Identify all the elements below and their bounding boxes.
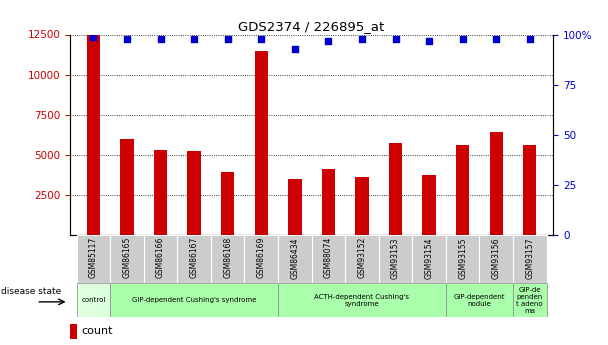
Bar <box>423 175 436 235</box>
Bar <box>489 132 503 235</box>
Point <box>391 36 401 41</box>
Bar <box>523 145 536 235</box>
Bar <box>143 235 178 283</box>
Point <box>268 242 278 248</box>
Bar <box>120 139 134 235</box>
Bar <box>355 177 368 235</box>
Point <box>290 46 300 51</box>
Text: count: count <box>81 326 113 336</box>
Bar <box>211 235 244 283</box>
Point <box>458 36 468 41</box>
Bar <box>70 324 77 339</box>
Bar <box>389 144 402 235</box>
Bar <box>379 235 412 283</box>
Point <box>156 36 165 41</box>
Bar <box>187 151 201 235</box>
Bar <box>446 283 513 317</box>
Text: control: control <box>81 297 106 303</box>
Text: GSM86167: GSM86167 <box>190 237 199 278</box>
Text: disease state: disease state <box>1 287 61 296</box>
Text: GIP-de
penden
t adeno
ma: GIP-de penden t adeno ma <box>516 287 543 314</box>
Point <box>323 38 333 43</box>
Bar <box>77 283 110 317</box>
Bar <box>110 283 278 317</box>
Point <box>257 36 266 41</box>
Bar <box>278 283 446 317</box>
Text: GSM85117: GSM85117 <box>89 237 98 278</box>
Bar <box>513 283 547 317</box>
Text: GIP-dependent Cushing's syndrome: GIP-dependent Cushing's syndrome <box>132 297 257 303</box>
Text: GIP-dependent
nodule: GIP-dependent nodule <box>454 294 505 307</box>
Bar <box>513 235 547 283</box>
Text: GSM86434: GSM86434 <box>290 237 299 278</box>
Bar <box>255 50 268 235</box>
Bar <box>154 150 167 235</box>
Bar <box>446 235 480 283</box>
Text: GSM93152: GSM93152 <box>358 237 367 278</box>
Point <box>491 36 501 41</box>
Bar <box>87 34 100 235</box>
Text: GSM93156: GSM93156 <box>492 237 501 278</box>
Point <box>357 36 367 41</box>
Text: GSM93155: GSM93155 <box>458 237 467 278</box>
Bar <box>322 169 335 235</box>
Text: GSM93157: GSM93157 <box>525 237 534 278</box>
Bar <box>345 235 379 283</box>
Point <box>189 36 199 41</box>
Bar <box>288 179 302 235</box>
Bar <box>480 235 513 283</box>
Bar <box>456 145 469 235</box>
Text: GSM86165: GSM86165 <box>122 237 131 278</box>
Text: GSM93153: GSM93153 <box>391 237 400 278</box>
Bar <box>110 235 143 283</box>
Bar <box>178 235 211 283</box>
Bar <box>221 172 235 235</box>
Bar <box>412 235 446 283</box>
Bar <box>311 235 345 283</box>
Point <box>223 36 232 41</box>
Bar <box>77 235 110 283</box>
Text: GSM93154: GSM93154 <box>424 237 434 278</box>
Bar <box>278 235 311 283</box>
Point <box>122 36 132 41</box>
Text: ACTH-dependent Cushing's
syndrome: ACTH-dependent Cushing's syndrome <box>314 294 409 307</box>
Text: GSM86166: GSM86166 <box>156 237 165 278</box>
Text: GSM86168: GSM86168 <box>223 237 232 278</box>
Text: GSM88074: GSM88074 <box>324 237 333 278</box>
Point <box>424 38 434 43</box>
Text: GSM86169: GSM86169 <box>257 237 266 278</box>
Bar <box>244 235 278 283</box>
Title: GDS2374 / 226895_at: GDS2374 / 226895_at <box>238 20 385 33</box>
Point <box>525 36 534 41</box>
Point <box>89 34 98 39</box>
